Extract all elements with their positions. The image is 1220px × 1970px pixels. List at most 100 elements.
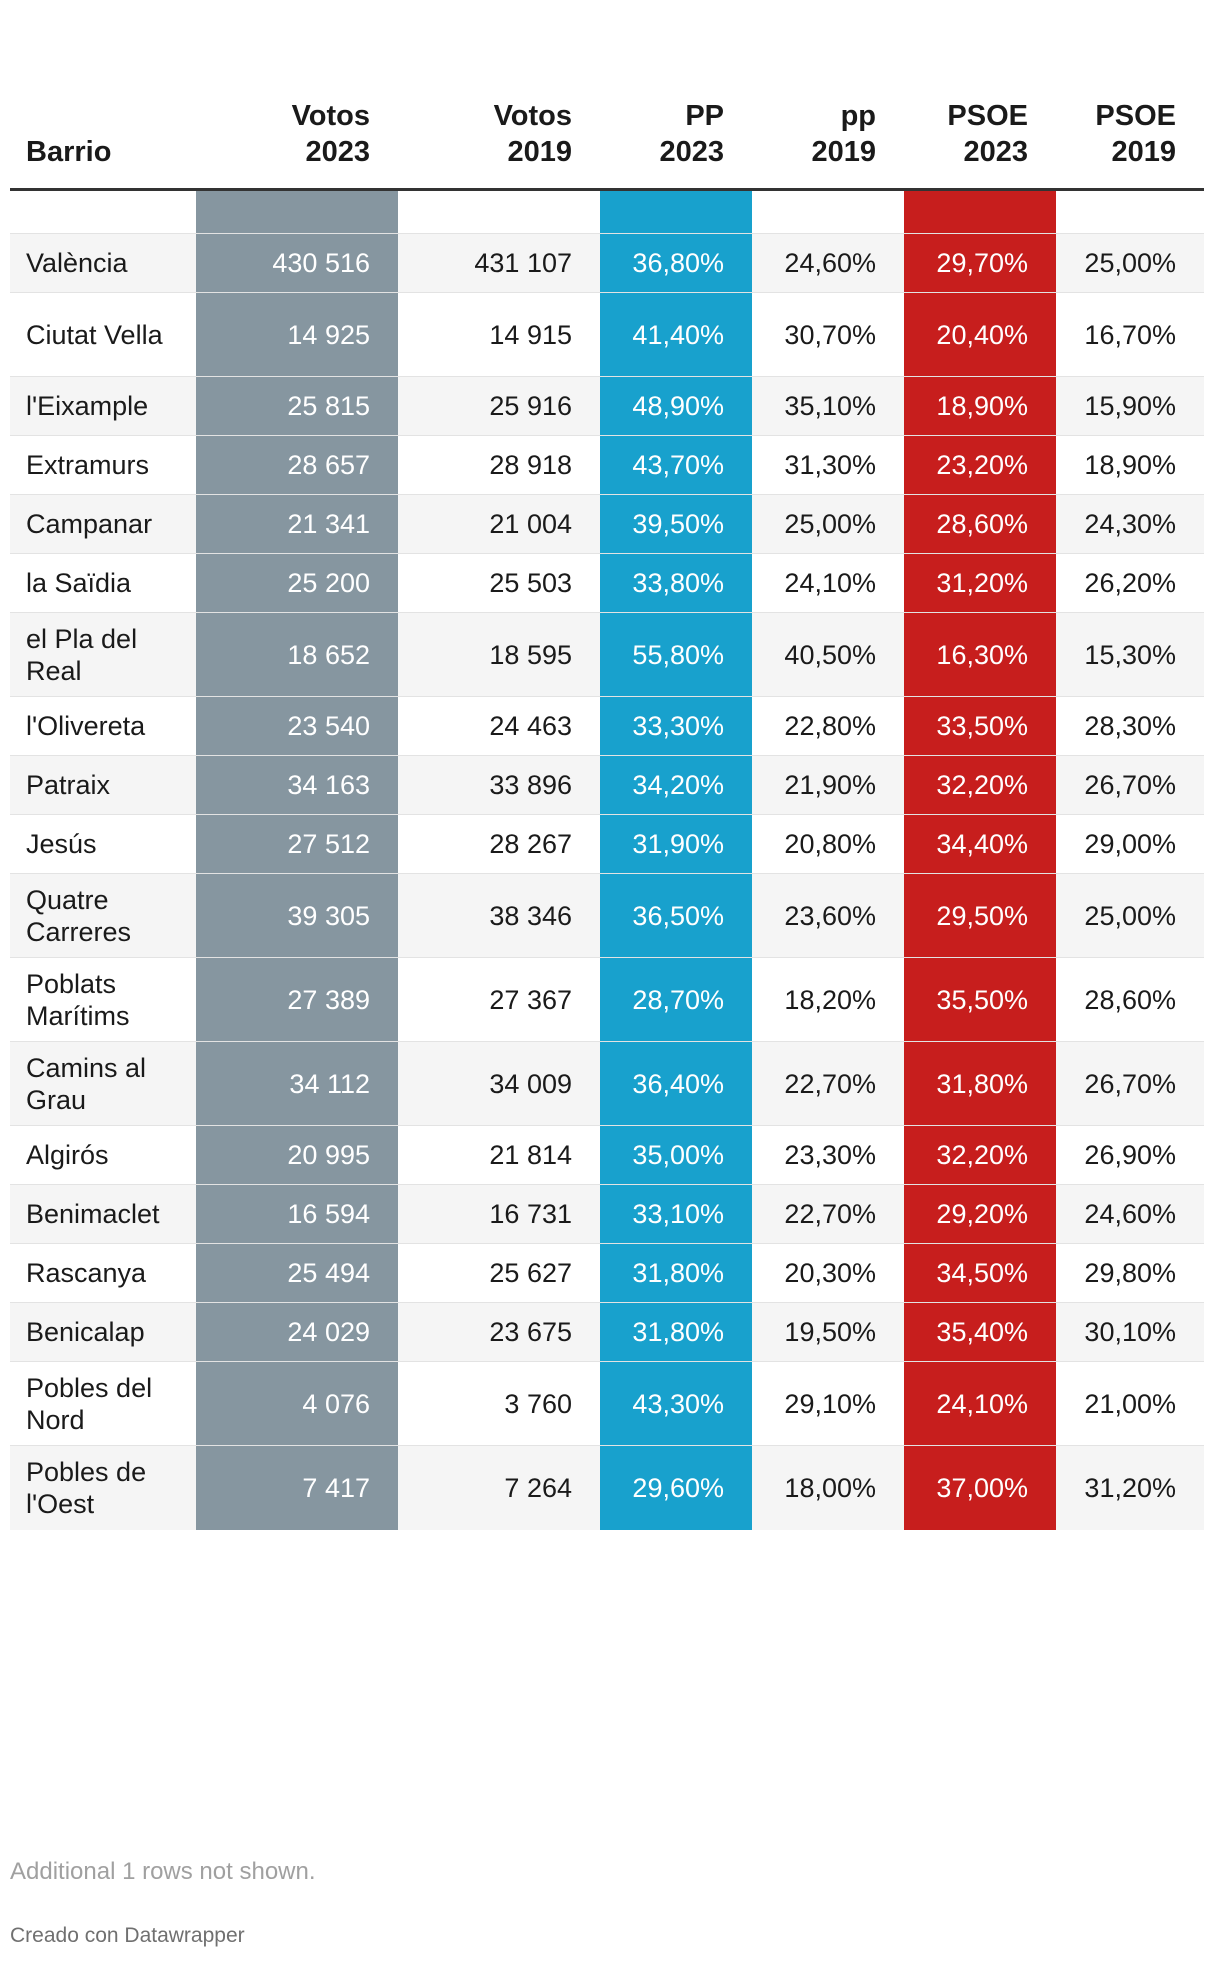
psoe-2023-cell: 32,20%	[904, 1125, 1056, 1185]
table-row: València 430 516 431 107 36,80% 24,60% 29,70%…	[10, 233, 1204, 293]
table-row: Camins al Grau 34 112 34 009 36,40% 22,70% 31…	[10, 1041, 1204, 1126]
barrio-cell: Pobles del Nord	[10, 1361, 196, 1446]
psoe-2023-cell: 34,40%	[904, 814, 1056, 874]
spacer-cell	[1056, 190, 1204, 234]
pp-2023-cell: 35,00%	[600, 1125, 752, 1185]
pp-2023-cell: 36,50%	[600, 873, 752, 958]
votos-2023-cell: 16 594	[196, 1184, 398, 1244]
spacer-cell	[752, 190, 904, 234]
barrio-cell: Campanar	[10, 494, 196, 554]
pp-2019-cell: 18,00%	[752, 1445, 904, 1530]
pp-2023-cell: 28,70%	[600, 957, 752, 1042]
pp-2019-cell: 18,20%	[752, 957, 904, 1042]
votos-2023-cell: 18 652	[196, 612, 398, 697]
table-row: Pobles de l'Oest 7 417 7 264 29,60% 18,00% 37…	[10, 1445, 1204, 1530]
table-row: Benimaclet 16 594 16 731 33,10% 22,70% 29,20%…	[10, 1184, 1204, 1244]
table-row: Benicalap 24 029 23 675 31,80% 19,50% 35,40% 3…	[10, 1302, 1204, 1362]
pp-2019-cell: 21,90%	[752, 755, 904, 815]
votos-2019-cell: 25 916	[398, 376, 600, 436]
pp-2019-cell: 20,30%	[752, 1243, 904, 1303]
barrio-cell: Benimaclet	[10, 1184, 196, 1244]
barrio-cell: Pobles de l'Oest	[10, 1445, 196, 1530]
votos-2023-cell: 25 494	[196, 1243, 398, 1303]
header-psoe-2019[interactable]: PSOE 2019	[1056, 0, 1204, 191]
votos-2023-cell: 430 516	[196, 233, 398, 293]
psoe-2019-cell: 15,90%	[1056, 376, 1204, 436]
votos-2019-cell: 28 918	[398, 435, 600, 495]
pp-2019-cell: 35,10%	[752, 376, 904, 436]
table-row: Jesús 27 512 28 267 31,90% 20,80% 34,40% 29,00…	[10, 814, 1204, 874]
barrio-cell: el Pla del Real	[10, 612, 196, 697]
results-table-container: Barrio Votos 2023 Votos 2019 PP 2023 pp 2019…	[10, 0, 1204, 1530]
spacer-cell	[398, 190, 600, 234]
votos-2023-cell: 24 029	[196, 1302, 398, 1362]
barrio-cell: Extramurs	[10, 435, 196, 495]
header-votos-2019[interactable]: Votos 2019	[398, 0, 600, 191]
pp-2019-cell: 22,70%	[752, 1041, 904, 1126]
table-row: Poblats Marítims 27 389 27 367 28,70% 18,20%…	[10, 957, 1204, 1042]
spacer-cell-pp-2023	[600, 189, 752, 234]
header-pp-2019[interactable]: pp 2019	[752, 0, 904, 191]
votos-2023-cell: 14 925	[196, 292, 398, 377]
votos-2019-cell: 18 595	[398, 612, 600, 697]
pp-2019-cell: 20,80%	[752, 814, 904, 874]
psoe-2019-cell: 26,90%	[1056, 1125, 1204, 1185]
table-row: Extramurs 28 657 28 918 43,70% 31,30% 23,20% 1…	[10, 435, 1204, 495]
psoe-2019-cell: 29,00%	[1056, 814, 1204, 874]
table-row: l'Eixample 25 815 25 916 48,90% 35,10% 18,90%…	[10, 376, 1204, 436]
psoe-2019-cell: 30,10%	[1056, 1302, 1204, 1362]
psoe-2023-cell: 29,50%	[904, 873, 1056, 958]
rows-not-shown-note: Additional 1 rows not shown.	[10, 1858, 316, 1885]
header-barrio[interactable]: Barrio	[10, 0, 196, 191]
psoe-2019-cell: 29,80%	[1056, 1243, 1204, 1303]
votos-2023-cell: 7 417	[196, 1445, 398, 1530]
pp-2023-cell: 36,40%	[600, 1041, 752, 1126]
votos-2019-cell: 38 346	[398, 873, 600, 958]
pp-2019-cell: 24,10%	[752, 553, 904, 613]
pp-2023-cell: 33,10%	[600, 1184, 752, 1244]
barrio-cell: Jesús	[10, 814, 196, 874]
pp-2023-cell: 43,30%	[600, 1361, 752, 1446]
votos-2019-cell: 431 107	[398, 233, 600, 293]
votos-2019-cell: 23 675	[398, 1302, 600, 1362]
pp-2019-cell: 22,80%	[752, 696, 904, 756]
spacer-cell	[10, 190, 196, 234]
psoe-2023-cell: 16,30%	[904, 612, 1056, 697]
header-votos-2023[interactable]: Votos 2023	[196, 0, 398, 191]
votos-2023-cell: 27 512	[196, 814, 398, 874]
pp-2019-cell: 19,50%	[752, 1302, 904, 1362]
datawrapper-credit[interactable]: Creado con Datawrapper	[10, 1924, 245, 1947]
votos-2023-cell: 39 305	[196, 873, 398, 958]
barrio-cell: Poblats Marítims	[10, 957, 196, 1042]
votos-2019-cell: 21 814	[398, 1125, 600, 1185]
psoe-2023-cell: 24,10%	[904, 1361, 1056, 1446]
barrio-cell: la Saïdia	[10, 553, 196, 613]
pp-2019-cell: 22,70%	[752, 1184, 904, 1244]
psoe-2023-cell: 29,20%	[904, 1184, 1056, 1244]
psoe-2023-cell: 28,60%	[904, 494, 1056, 554]
votos-2023-cell: 25 200	[196, 553, 398, 613]
pp-2019-cell: 40,50%	[752, 612, 904, 697]
pp-2019-cell: 23,60%	[752, 873, 904, 958]
votos-2023-cell: 34 112	[196, 1041, 398, 1126]
psoe-2019-cell: 21,00%	[1056, 1361, 1204, 1446]
pp-2023-cell: 39,50%	[600, 494, 752, 554]
pp-2019-cell: 24,60%	[752, 233, 904, 293]
psoe-2023-cell: 23,20%	[904, 435, 1056, 495]
header-pp-2023[interactable]: PP 2023	[600, 0, 752, 191]
results-table: Barrio Votos 2023 Votos 2019 PP 2023 pp 2019…	[10, 0, 1204, 1530]
votos-2019-cell: 34 009	[398, 1041, 600, 1126]
table-row: Campanar 21 341 21 004 39,50% 25,00% 28,60% 24…	[10, 494, 1204, 554]
psoe-2023-cell: 35,50%	[904, 957, 1056, 1042]
psoe-2023-cell: 31,20%	[904, 553, 1056, 613]
header-psoe-2023[interactable]: PSOE 2023	[904, 0, 1056, 191]
barrio-cell: València	[10, 233, 196, 293]
barrio-cell: Patraix	[10, 755, 196, 815]
barrio-cell: Rascanya	[10, 1243, 196, 1303]
psoe-2019-cell: 24,60%	[1056, 1184, 1204, 1244]
votos-2019-cell: 33 896	[398, 755, 600, 815]
spacer-row	[10, 189, 1204, 234]
psoe-2019-cell: 16,70%	[1056, 292, 1204, 377]
pp-2019-cell: 29,10%	[752, 1361, 904, 1446]
votos-2019-cell: 25 627	[398, 1243, 600, 1303]
